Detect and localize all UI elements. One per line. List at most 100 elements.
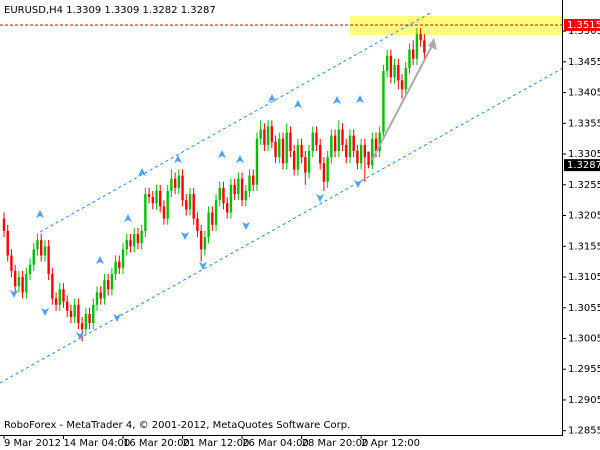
candle-body <box>69 310 73 317</box>
price-level-box <box>564 159 600 172</box>
candle-body <box>10 255 13 271</box>
candle-body <box>177 175 181 188</box>
candle-body <box>147 194 151 198</box>
candle-body <box>244 190 247 201</box>
candle-body <box>133 233 136 247</box>
y-tick-label: 1.3255 <box>568 180 600 191</box>
y-tick-label: 1.3505 <box>568 26 600 37</box>
candle-body <box>218 187 221 201</box>
candle-body <box>385 55 389 72</box>
candle-body <box>92 304 95 324</box>
candle-body <box>255 138 259 185</box>
x-tick-label: 26 Mar 04:00 <box>242 438 309 449</box>
candle-body <box>423 40 426 53</box>
candle-body <box>240 178 244 201</box>
y-tick-label: 1.3305 <box>568 149 600 160</box>
candle-body <box>374 138 378 151</box>
channel-upper <box>39 11 433 233</box>
x-tick-label: 14 Mar 04:00 <box>64 438 131 449</box>
candle-body <box>300 144 303 158</box>
candle-body <box>88 313 91 324</box>
candle-body <box>73 304 76 317</box>
candle-body <box>315 132 318 145</box>
x-tick-label: 2 Apr 12:00 <box>361 438 420 449</box>
candle-body <box>412 49 415 59</box>
forecast-arrow-head <box>428 38 437 50</box>
x-tick-label: 21 Mar 12:00 <box>183 438 250 449</box>
y-tick-label: 1.3005 <box>568 333 600 344</box>
candle-body <box>110 273 114 290</box>
candle-body <box>266 126 270 145</box>
candle-body <box>80 323 84 330</box>
candle-body <box>289 132 292 151</box>
y-tick-label: 1.3405 <box>568 88 600 99</box>
candle-body <box>389 55 393 78</box>
y-tick-label: 1.3205 <box>568 211 600 222</box>
y-tick-label: 1.2855 <box>568 426 600 437</box>
candle-body <box>173 178 177 188</box>
candle-body <box>58 289 61 305</box>
candle-body <box>54 298 58 305</box>
candle-body <box>129 240 132 247</box>
candle-body <box>199 230 203 250</box>
price-level-box <box>564 18 600 31</box>
x-tick-label: 9 Mar 2012 <box>4 438 61 449</box>
candle-body <box>62 289 65 302</box>
candle-body <box>114 261 117 274</box>
candle-body <box>185 200 188 210</box>
candle-body <box>345 144 348 158</box>
candle-body <box>270 126 274 142</box>
candle-body <box>278 138 281 158</box>
forecast-arrow <box>371 41 435 161</box>
candle-body <box>136 233 140 244</box>
target-zone <box>350 16 563 35</box>
candle-body <box>359 144 363 164</box>
candle-body <box>371 138 374 166</box>
candle-body <box>66 301 69 311</box>
candle-body <box>51 273 54 299</box>
candle-body <box>233 184 236 195</box>
candle-body <box>151 197 154 204</box>
candle-body <box>352 135 355 151</box>
candle-body <box>248 175 251 191</box>
candle-body <box>304 157 307 173</box>
candle-body <box>181 175 184 201</box>
y-tick-label: 1.2905 <box>568 395 600 406</box>
candle-body <box>281 138 285 164</box>
candle-body <box>408 49 411 69</box>
x-tick-label: 28 Mar 20:00 <box>302 438 369 449</box>
candle-body <box>203 237 207 250</box>
candle-body <box>162 206 166 219</box>
candle-body <box>211 212 214 225</box>
candle-body <box>6 230 9 256</box>
candle-body <box>25 273 28 293</box>
candle-body <box>106 280 110 290</box>
candle-body <box>237 178 240 195</box>
candle-body <box>259 129 262 139</box>
candle-body <box>319 144 322 164</box>
footer: RoboForex - MetaTrader 4, © 2001-2012, M… <box>4 420 350 431</box>
y-tick-label: 1.3055 <box>568 303 600 314</box>
candle-body <box>274 141 277 158</box>
candle-body <box>367 151 370 166</box>
candle-body <box>393 64 396 78</box>
candle-body <box>155 190 158 204</box>
candle-body <box>17 277 21 287</box>
candle-body <box>144 194 147 231</box>
candle-body <box>99 292 102 299</box>
candle-body <box>32 249 35 265</box>
chart-title: EURUSD,H4 1.3309 1.3309 1.3282 1.3287 <box>4 5 216 16</box>
candle-body <box>40 240 43 256</box>
fractals <box>10 94 364 340</box>
candle-body <box>263 129 266 145</box>
candle-body <box>378 132 381 151</box>
candle-body <box>77 304 80 324</box>
candle-body <box>36 240 39 250</box>
candle-body <box>419 34 422 41</box>
candle-body <box>95 292 99 305</box>
price-level-label: 1.3287 <box>567 160 600 171</box>
candle-body <box>13 270 17 287</box>
candle-body <box>118 261 121 268</box>
